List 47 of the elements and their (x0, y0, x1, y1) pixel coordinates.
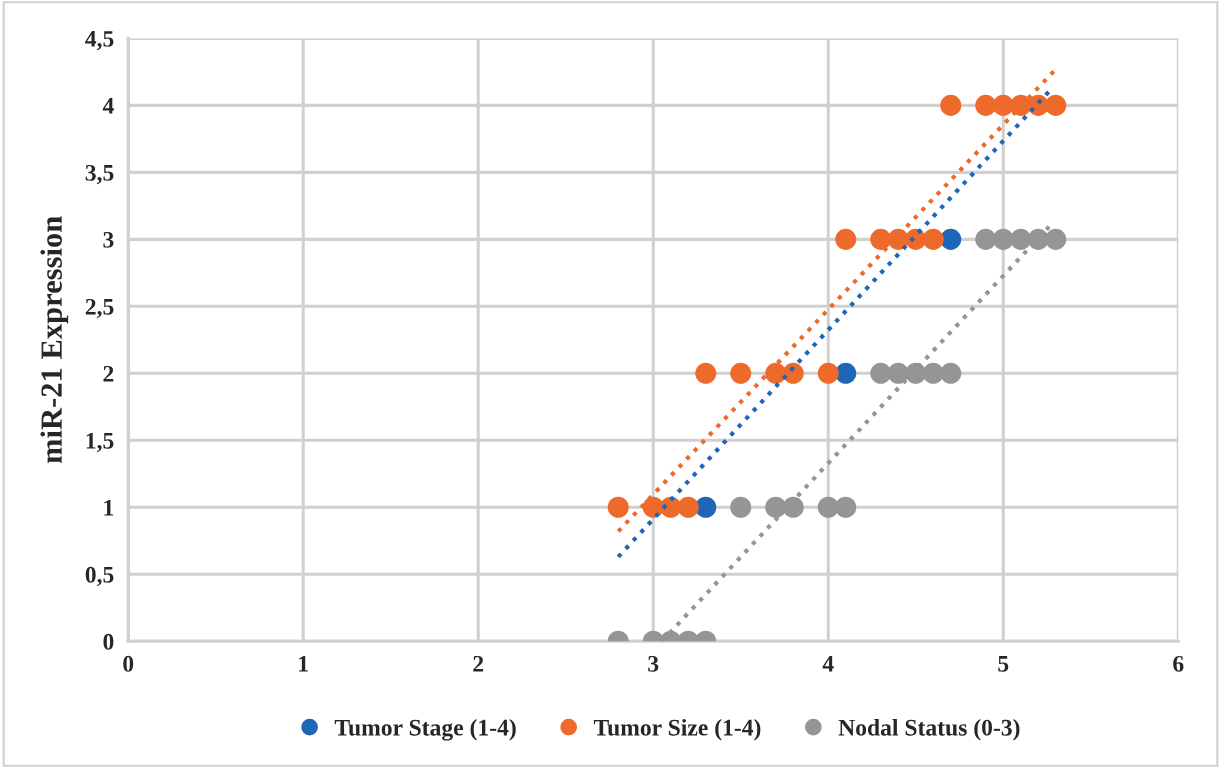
x-tick-label: 6 (1173, 655, 1184, 672)
point (730, 496, 752, 518)
y-tick-label: 1 (104, 499, 114, 516)
point (940, 94, 962, 116)
y-tick-label: 3,5 (85, 164, 114, 185)
point (782, 496, 804, 518)
y-tick-label: 0,5 (85, 566, 114, 587)
point (607, 496, 629, 518)
point (695, 362, 717, 384)
point (695, 496, 717, 518)
point (817, 362, 839, 384)
point (922, 228, 944, 250)
point (975, 228, 997, 250)
point (940, 228, 962, 250)
point (870, 362, 892, 384)
x-tick-label: 3 (648, 655, 659, 672)
x-tick-label: 1 (299, 655, 308, 672)
legend-label: Nodal Status (0-3) (838, 719, 1020, 741)
point (835, 496, 857, 518)
point (817, 496, 839, 518)
point (992, 228, 1014, 250)
point (835, 228, 857, 250)
point (922, 362, 944, 384)
point (992, 94, 1014, 116)
point (730, 362, 752, 384)
point (1010, 228, 1032, 250)
x-tick-label: 5 (998, 656, 1009, 672)
y-tick-label: 1,5 (86, 432, 114, 453)
y-tick-label: 2,5 (85, 298, 114, 319)
x-tick-label: 0 (123, 655, 134, 672)
point (1045, 228, 1067, 250)
y-tick-label: 0 (103, 633, 114, 650)
y-tick-label: 3 (103, 231, 114, 248)
legend-label: Tumor Stage (1-4) (334, 719, 516, 741)
y-tick-label: 4,5 (85, 31, 114, 51)
x-tick-label: 4 (822, 656, 834, 672)
legend-label: Tumor Size (1-4) (593, 719, 761, 741)
y-tick-label: 2 (103, 365, 114, 382)
y-axis-title: miR-21 Expression (40, 216, 69, 464)
point (835, 362, 857, 384)
x-tick-label: 2 (473, 655, 484, 672)
point (975, 94, 997, 116)
y-tick-label: 4 (102, 98, 114, 114)
point (782, 362, 804, 384)
point (677, 496, 699, 518)
point (1045, 94, 1067, 116)
point (940, 362, 962, 384)
